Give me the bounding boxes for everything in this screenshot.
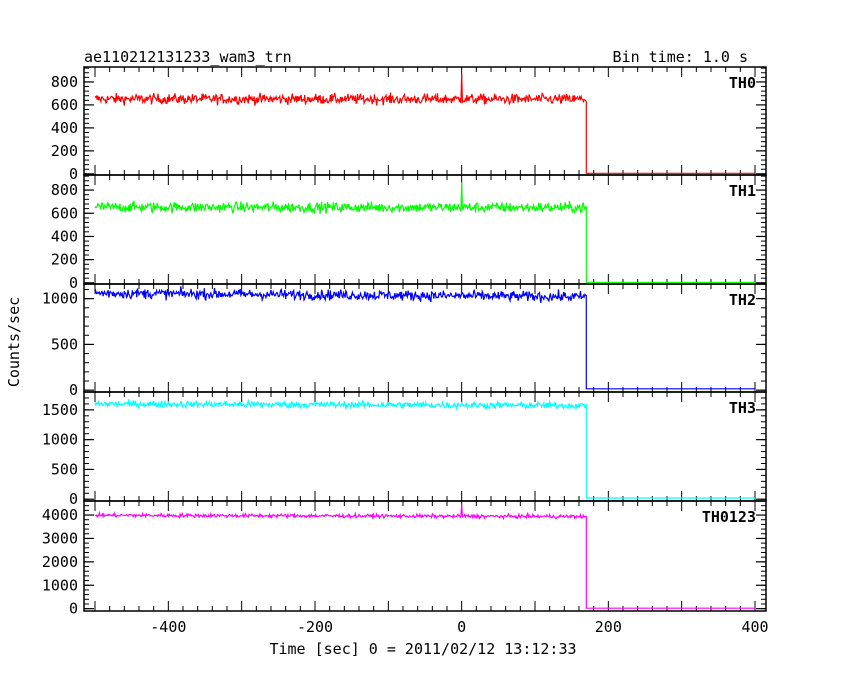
y-tick-label: 1500 — [42, 401, 78, 419]
y-tick-label: 1000 — [42, 290, 78, 308]
y-tick-label: 500 — [51, 335, 78, 353]
panels-group: 0 200 400 600 800 TH0 0 200 400 600 800 TH1 0 500 1000… — [42, 66, 769, 636]
y-tick-label: 4000 — [42, 506, 78, 524]
y-tick-label: 500 — [51, 460, 78, 478]
series-line-th3 — [94, 398, 755, 499]
series-label: TH3 — [729, 399, 756, 417]
x-tick-label: 400 — [741, 618, 768, 636]
y-tick-label: 0 — [69, 600, 78, 618]
y-tick-label: 600 — [51, 204, 78, 222]
y-tick-label: 400 — [51, 227, 78, 245]
y-tick-label: 0 — [69, 165, 78, 183]
y-axis-label: Counts/sec — [5, 297, 23, 387]
panel-frame — [83, 66, 767, 176]
chart-title: ae110212131233_wam3_trn — [84, 48, 292, 66]
series-line-th0123 — [94, 504, 755, 609]
series-line-th2 — [94, 286, 755, 390]
series-label: TH0 — [729, 74, 756, 92]
y-tick-label: 200 — [51, 142, 78, 160]
series-label: TH1 — [729, 182, 756, 200]
series-label: TH2 — [729, 291, 756, 309]
x-tick-label: -400 — [150, 618, 186, 636]
y-tick-label: 600 — [51, 96, 78, 114]
panel-frame — [83, 283, 767, 393]
y-tick-label: 1000 — [42, 576, 78, 594]
y-tick-label: 200 — [51, 251, 78, 269]
y-tick-label: 0 — [69, 490, 78, 508]
y-tick-label: 400 — [51, 119, 78, 137]
series-line-th0 — [94, 73, 755, 174]
y-tick-label: 2000 — [42, 553, 78, 571]
series-label: TH0123 — [702, 508, 756, 526]
y-tick-label: 800 — [51, 181, 78, 199]
panel-frame — [83, 174, 767, 285]
y-tick-label: 1000 — [42, 431, 78, 449]
y-tick-label: 0 — [69, 381, 78, 399]
series-line-th1 — [94, 181, 755, 283]
panel-frame — [83, 500, 767, 612]
y-tick-label: 800 — [51, 73, 78, 91]
x-tick-label: 0 — [457, 618, 466, 636]
bin-time-label: Bin time: 1.0 s — [613, 48, 748, 66]
x-tick-label: 200 — [595, 618, 622, 636]
x-axis-label: Time [sec] 0 = 2011/02/12 13:12:33 — [269, 640, 576, 658]
y-tick-label: 0 — [69, 274, 78, 292]
y-tick-label: 3000 — [42, 529, 78, 547]
x-tick-label: -200 — [297, 618, 333, 636]
